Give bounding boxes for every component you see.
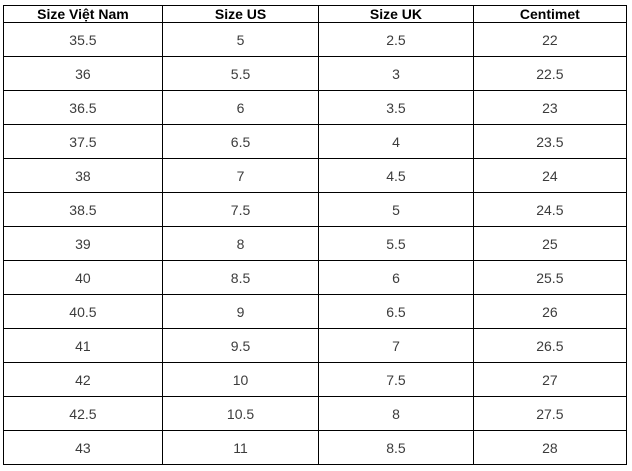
table-cell: 9.5 <box>161 328 320 363</box>
table-cell: 5 <box>318 192 474 227</box>
size-conversion-table-container: Size Việt Nam Size US Size UK Centimet 3… <box>3 5 628 465</box>
table-row: 37.5 6.5 4 23.5 <box>3 124 628 159</box>
table-cell: 27.5 <box>472 396 628 431</box>
table-cell: 26 <box>472 294 628 329</box>
header-size-vietnam: Size Việt Nam <box>3 5 163 23</box>
table-header: Size Việt Nam Size US Size UK Centimet <box>3 5 628 23</box>
table-row: 35.5 5 2.5 22 <box>3 22 628 57</box>
table-cell: 36 <box>3 56 163 91</box>
table-cell: 28 <box>472 430 628 465</box>
table-body: 35.5 5 2.5 22 36 5.5 3 22.5 36.5 6 3.5 23 37.5 6.5 4 23… <box>3 22 628 465</box>
table-cell: 25.5 <box>472 260 628 295</box>
table-cell: 22 <box>472 22 628 57</box>
table-cell: 26.5 <box>472 328 628 363</box>
table-row: 40.5 9 6.5 26 <box>3 294 628 329</box>
table-cell: 6.5 <box>161 124 320 159</box>
table-cell: 40.5 <box>3 294 163 329</box>
table-row: 36 5.5 3 22.5 <box>3 56 628 91</box>
table-cell: 43 <box>3 430 163 465</box>
table-row: 39 8 5.5 25 <box>3 226 628 261</box>
table-cell: 5.5 <box>161 56 320 91</box>
table-cell: 42.5 <box>3 396 163 431</box>
table-cell: 8 <box>318 396 474 431</box>
table-cell: 38.5 <box>3 192 163 227</box>
table-cell: 11 <box>161 430 320 465</box>
table-cell: 37.5 <box>3 124 163 159</box>
table-cell: 6 <box>161 90 320 125</box>
table-row: 40 8.5 6 25.5 <box>3 260 628 295</box>
table-cell: 35.5 <box>3 22 163 57</box>
table-cell: 6.5 <box>318 294 474 329</box>
table-row: 42.5 10.5 8 27.5 <box>3 396 628 431</box>
table-cell: 40 <box>3 260 163 295</box>
table-cell: 27 <box>472 362 628 397</box>
table-cell: 7 <box>318 328 474 363</box>
table-cell: 2.5 <box>318 22 474 57</box>
table-cell: 8.5 <box>161 260 320 295</box>
table-cell: 5.5 <box>318 226 474 261</box>
table-cell: 8.5 <box>318 430 474 465</box>
table-cell: 23.5 <box>472 124 628 159</box>
table-cell: 3 <box>318 56 474 91</box>
table-row: 41 9.5 7 26.5 <box>3 328 628 363</box>
table-cell: 36.5 <box>3 90 163 125</box>
table-cell: 41 <box>3 328 163 363</box>
table-row: 38 7 4.5 24 <box>3 158 628 193</box>
table-cell: 25 <box>472 226 628 261</box>
table-cell: 5 <box>161 22 320 57</box>
table-cell: 7.5 <box>161 192 320 227</box>
table-cell: 9 <box>161 294 320 329</box>
table-row: 36.5 6 3.5 23 <box>3 90 628 125</box>
table-row: 43 11 8.5 28 <box>3 430 628 465</box>
table-cell: 23 <box>472 90 628 125</box>
table-cell: 3.5 <box>318 90 474 125</box>
table-cell: 8 <box>161 226 320 261</box>
table-cell: 6 <box>318 260 474 295</box>
table-cell: 7 <box>161 158 320 193</box>
table-cell: 24 <box>472 158 628 193</box>
table-cell: 42 <box>3 362 163 397</box>
table-cell: 4 <box>318 124 474 159</box>
table-cell: 39 <box>3 226 163 261</box>
table-cell: 22.5 <box>472 56 628 91</box>
size-conversion-table: Size Việt Nam Size US Size UK Centimet 3… <box>3 5 628 465</box>
table-cell: 38 <box>3 158 163 193</box>
header-row: Size Việt Nam Size US Size UK Centimet <box>3 5 628 23</box>
table-cell: 7.5 <box>318 362 474 397</box>
table-cell: 10.5 <box>161 396 320 431</box>
header-centimet: Centimet <box>472 5 628 23</box>
table-cell: 24.5 <box>472 192 628 227</box>
header-size-uk: Size UK <box>318 5 474 23</box>
header-size-us: Size US <box>161 5 320 23</box>
table-cell: 4.5 <box>318 158 474 193</box>
table-cell: 10 <box>161 362 320 397</box>
table-row: 38.5 7.5 5 24.5 <box>3 192 628 227</box>
table-row: 42 10 7.5 27 <box>3 362 628 397</box>
